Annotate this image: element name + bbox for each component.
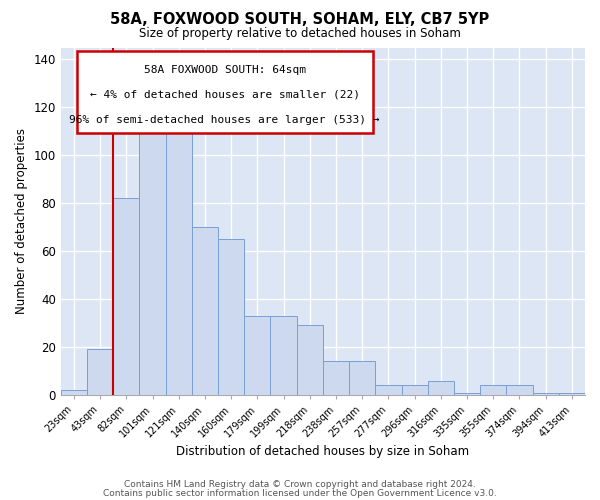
Bar	[428, 380, 454, 395]
Text: Contains HM Land Registry data © Crown copyright and database right 2024.: Contains HM Land Registry data © Crown c…	[124, 480, 476, 489]
Bar	[454, 392, 480, 395]
Bar	[166, 124, 192, 395]
Bar	[61, 390, 87, 395]
Text: 58A FOXWOOD SOUTH: 64sqm: 58A FOXWOOD SOUTH: 64sqm	[143, 65, 305, 75]
Bar	[87, 350, 113, 395]
Bar	[559, 392, 585, 395]
Bar	[401, 386, 428, 395]
Bar	[506, 386, 533, 395]
Bar	[296, 326, 323, 395]
Text: 96% of semi-detached houses are larger (533) →: 96% of semi-detached houses are larger (…	[70, 115, 380, 125]
Bar	[271, 316, 296, 395]
Bar	[533, 392, 559, 395]
Y-axis label: Number of detached properties: Number of detached properties	[15, 128, 28, 314]
X-axis label: Distribution of detached houses by size in Soham: Distribution of detached houses by size …	[176, 444, 469, 458]
Bar	[139, 132, 166, 395]
Bar	[349, 362, 376, 395]
FancyBboxPatch shape	[77, 51, 373, 132]
Text: ← 4% of detached houses are smaller (22): ← 4% of detached houses are smaller (22)	[89, 90, 359, 100]
Bar	[192, 227, 218, 395]
Text: Contains public sector information licensed under the Open Government Licence v3: Contains public sector information licen…	[103, 489, 497, 498]
Bar	[218, 239, 244, 395]
Bar	[244, 316, 271, 395]
Bar	[323, 362, 349, 395]
Bar	[480, 386, 506, 395]
Text: 58A, FOXWOOD SOUTH, SOHAM, ELY, CB7 5YP: 58A, FOXWOOD SOUTH, SOHAM, ELY, CB7 5YP	[110, 12, 490, 28]
Bar	[113, 198, 139, 395]
Bar	[376, 386, 401, 395]
Text: Size of property relative to detached houses in Soham: Size of property relative to detached ho…	[139, 28, 461, 40]
